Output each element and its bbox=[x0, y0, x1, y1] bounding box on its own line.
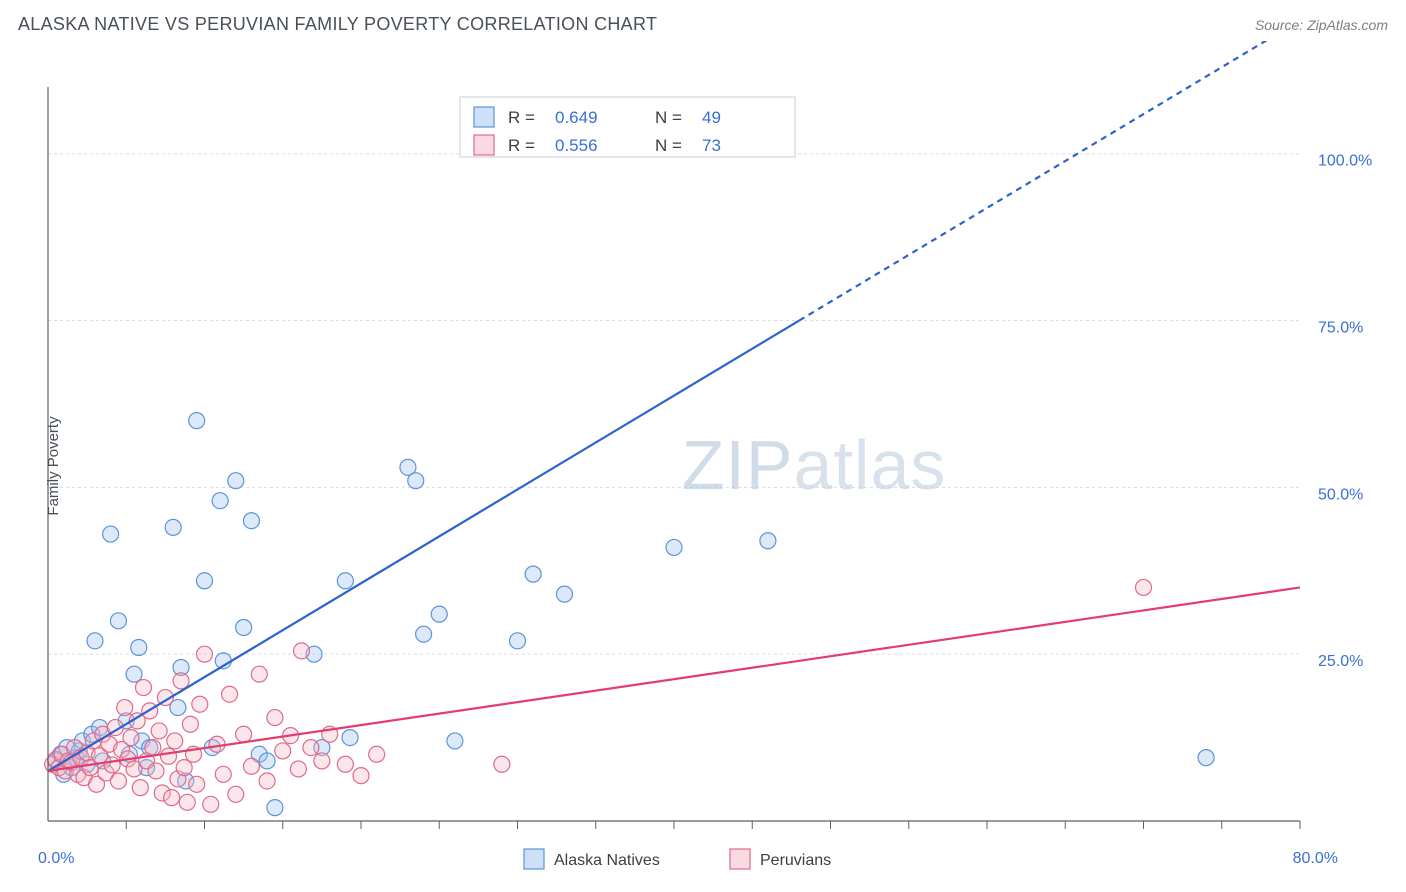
data-point bbox=[203, 796, 219, 812]
data-point bbox=[165, 519, 181, 535]
data-point bbox=[369, 746, 385, 762]
data-point bbox=[243, 513, 259, 529]
x-max-label: 80.0% bbox=[1293, 850, 1338, 867]
data-point bbox=[189, 776, 205, 792]
data-point bbox=[182, 716, 198, 732]
data-point bbox=[110, 773, 126, 789]
data-point bbox=[103, 526, 119, 542]
data-point bbox=[151, 723, 167, 739]
data-point bbox=[117, 700, 133, 716]
y-tick-label: 75.0% bbox=[1318, 320, 1363, 337]
x-origin-label: 0.0% bbox=[38, 850, 74, 867]
y-tick-label: 25.0% bbox=[1318, 653, 1363, 670]
data-point bbox=[228, 786, 244, 802]
data-point bbox=[87, 633, 103, 649]
data-point bbox=[259, 773, 275, 789]
y-tick-label: 100.0% bbox=[1318, 153, 1372, 170]
data-point bbox=[131, 640, 147, 656]
source-label: Source: ZipAtlas.com bbox=[1255, 17, 1388, 33]
data-point bbox=[135, 680, 151, 696]
data-point bbox=[173, 673, 189, 689]
data-point bbox=[510, 633, 526, 649]
data-point bbox=[161, 748, 177, 764]
y-axis-label: Family Poverty bbox=[45, 416, 62, 515]
data-point bbox=[212, 493, 228, 509]
data-point bbox=[556, 586, 572, 602]
data-point bbox=[215, 766, 231, 782]
data-point bbox=[251, 666, 267, 682]
legend-n-label: N = bbox=[655, 108, 682, 127]
data-point bbox=[267, 710, 283, 726]
data-point bbox=[416, 626, 432, 642]
data-point bbox=[494, 756, 510, 772]
y-tick-label: 50.0% bbox=[1318, 486, 1363, 503]
data-point bbox=[110, 613, 126, 629]
data-point bbox=[314, 753, 330, 769]
correlation-chart: 25.0% 50.0% 75.0% 100.0% ZIPatlas 0.0% 80.0% R … bbox=[0, 41, 1406, 891]
data-point bbox=[236, 726, 252, 742]
data-point bbox=[132, 780, 148, 796]
data-point bbox=[353, 768, 369, 784]
data-point bbox=[294, 643, 310, 659]
legend-n-label: N = bbox=[655, 136, 682, 155]
data-point bbox=[222, 686, 238, 702]
data-point bbox=[189, 413, 205, 429]
data-point bbox=[337, 573, 353, 589]
chart-title: ALASKA NATIVE VS PERUVIAN FAMILY POVERTY… bbox=[18, 14, 657, 35]
legend-swatch bbox=[474, 135, 494, 155]
data-point bbox=[197, 646, 213, 662]
legend-swatch bbox=[474, 107, 494, 127]
legend-r-value: 0.556 bbox=[555, 136, 598, 155]
data-point bbox=[525, 566, 541, 582]
legend-swatch bbox=[524, 849, 544, 869]
legend-series-label: Peruvians bbox=[760, 852, 831, 869]
data-point bbox=[275, 743, 291, 759]
watermark: ZIPatlas bbox=[682, 426, 947, 504]
data-point bbox=[164, 790, 180, 806]
data-point bbox=[243, 758, 259, 774]
data-point bbox=[337, 756, 353, 772]
data-point bbox=[290, 761, 306, 777]
legend-r-label: R = bbox=[508, 136, 535, 155]
data-point bbox=[1136, 579, 1152, 595]
data-point bbox=[167, 733, 183, 749]
data-point bbox=[259, 753, 275, 769]
data-point bbox=[123, 730, 139, 746]
data-point bbox=[303, 740, 319, 756]
data-point bbox=[267, 800, 283, 816]
legend-r-value: 0.649 bbox=[555, 108, 598, 127]
data-point bbox=[197, 573, 213, 589]
data-point bbox=[760, 533, 776, 549]
data-point bbox=[192, 696, 208, 712]
data-point bbox=[104, 757, 120, 773]
data-point bbox=[342, 730, 358, 746]
data-point bbox=[148, 763, 164, 779]
legend-r-label: R = bbox=[508, 108, 535, 127]
data-point bbox=[179, 794, 195, 810]
legend-series-label: Alaska Natives bbox=[554, 852, 660, 869]
data-point bbox=[408, 473, 424, 489]
data-point bbox=[431, 606, 447, 622]
data-point bbox=[236, 619, 252, 635]
data-point bbox=[666, 539, 682, 555]
data-point bbox=[145, 740, 161, 756]
data-point bbox=[126, 666, 142, 682]
data-point bbox=[228, 473, 244, 489]
data-point bbox=[1198, 750, 1214, 766]
data-point bbox=[176, 760, 192, 776]
legend-n-value: 49 bbox=[702, 108, 721, 127]
legend-swatch bbox=[730, 849, 750, 869]
legend-n-value: 73 bbox=[702, 136, 721, 155]
data-point bbox=[447, 733, 463, 749]
